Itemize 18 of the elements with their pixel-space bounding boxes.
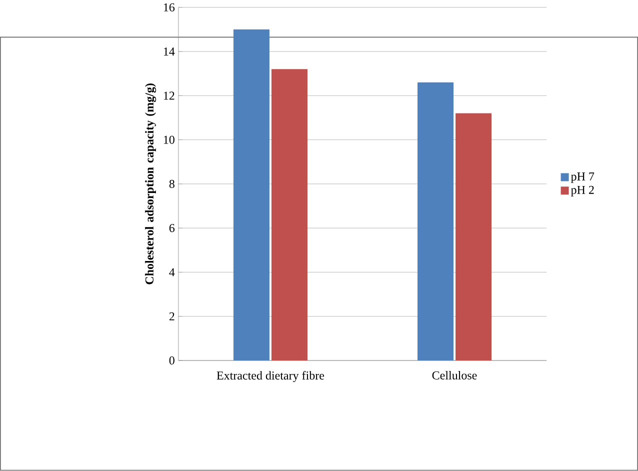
y-tick-label: 2 [169,312,174,320]
bar [271,69,308,361]
y-tick-label: 6 [169,224,175,232]
bar [233,30,270,361]
legend-label: pH 2 [570,186,594,197]
y-tick-label: 0 [169,356,174,365]
y-tick-label: 4 [169,268,175,276]
y-tick-label: 14 [164,48,175,56]
legend-label: pH 7 [570,172,594,184]
y-tick-label: 16 [164,3,175,12]
y-tick-label: 8 [169,180,174,188]
x-tick-label: Cellulose [432,371,477,380]
x-tick-label: Extracted dietary fibre [216,371,324,382]
bar [418,82,454,361]
y-tick-label: 10 [164,136,174,144]
bar [456,113,492,361]
y-tick-label: 12 [164,92,174,100]
y-axis-title: Cholesterol adsorption capacity (mg/g) [145,84,156,284]
